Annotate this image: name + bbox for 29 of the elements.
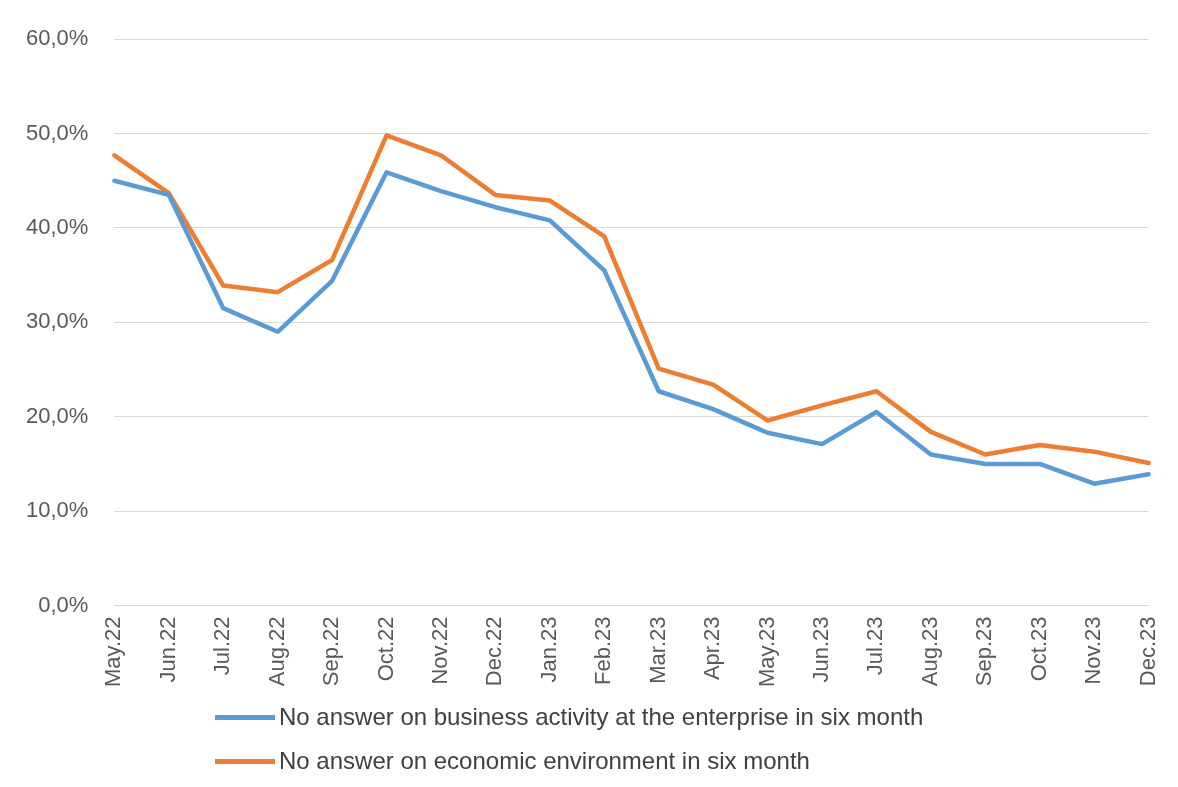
x-tick-label: Jun.23 [808,616,834,683]
x-tick-label: Oct.22 [372,616,398,682]
x-tick-label: Sep.23 [971,616,997,687]
x-tick-label: Jun.22 [154,616,180,683]
x-tick-label: Jul.23 [862,616,888,676]
x-tick-label: Apr.23 [699,616,725,681]
x-tick-label: Dec.22 [481,616,507,687]
y-tick-label: 50,0% [25,119,89,145]
y-tick-label: 20,0% [25,402,89,428]
x-tick-label: Jul.22 [209,616,235,676]
legend-label: No answer on economic environment in six month [279,747,810,775]
x-tick-label: Dec.23 [1134,616,1160,687]
x-tick-label: May.22 [100,616,126,687]
x-tick-label: Mar.23 [644,616,670,684]
legend-label: No answer on business activity at the enterprise in six month [279,703,924,731]
y-tick-label: 0,0% [38,591,89,617]
x-tick-label: Nov.22 [427,616,453,685]
x-tick-label: May.23 [753,616,779,687]
y-tick-label: 30,0% [25,308,89,334]
x-tick-label: Oct.23 [1025,616,1051,682]
y-tick-label: 60,0% [25,25,89,51]
y-tick-label: 40,0% [25,214,89,240]
x-tick-label: Feb.23 [590,616,616,685]
x-tick-label: Nov.23 [1080,616,1106,685]
y-tick-label: 10,0% [25,497,89,523]
x-tick-label: Sep.22 [318,616,344,687]
x-tick-label: Aug.23 [916,616,942,687]
x-tick-label: Aug.22 [263,616,289,687]
x-tick-label: Jan.23 [535,616,561,683]
